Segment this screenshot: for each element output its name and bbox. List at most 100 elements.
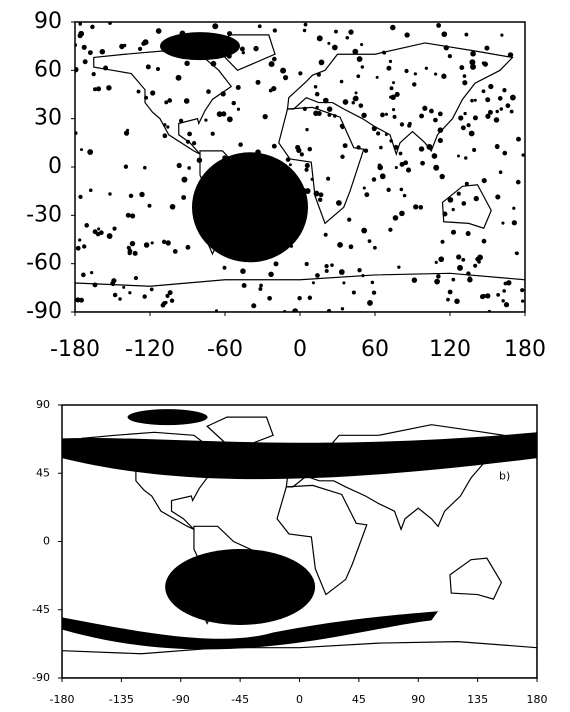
event-dot	[418, 205, 424, 210]
event-dot	[81, 44, 87, 50]
event-dot	[78, 194, 83, 199]
event-dot	[391, 107, 396, 112]
event-dot	[352, 95, 359, 102]
event-dot	[399, 122, 405, 127]
event-dot	[238, 142, 243, 147]
event-dot	[333, 114, 337, 118]
event-dot	[210, 60, 217, 67]
event-dot	[334, 29, 338, 34]
event-dot	[155, 67, 160, 72]
event-dot	[440, 239, 445, 244]
event-dot	[515, 251, 519, 256]
event-dot	[235, 85, 241, 91]
event-dot	[509, 109, 514, 114]
event-dot	[370, 280, 375, 285]
event-dot	[345, 35, 350, 40]
event-dot	[439, 173, 445, 180]
y-tick-label: 60	[34, 57, 62, 82]
event-dot	[371, 290, 377, 295]
x-tick-label: -180	[50, 337, 100, 362]
event-dot	[187, 166, 191, 170]
event-dot	[226, 116, 233, 123]
event-dot	[362, 186, 366, 190]
dense-region	[160, 32, 240, 61]
y-tick-label: 30	[34, 106, 62, 131]
event-dot	[164, 300, 168, 305]
event-dot	[221, 111, 227, 117]
event-dot	[447, 197, 454, 203]
event-dot	[119, 43, 125, 50]
event-dot	[75, 66, 79, 73]
event-dot	[502, 88, 507, 93]
x-tick-label: -135	[109, 693, 134, 706]
event-dot	[392, 215, 399, 221]
event-dot	[252, 189, 256, 193]
event-dot	[497, 96, 503, 101]
event-dot	[386, 65, 392, 71]
event-dot	[226, 53, 232, 59]
event-dot	[136, 89, 141, 94]
event-dot	[165, 293, 170, 298]
event-dot	[502, 289, 506, 293]
event-dot	[488, 83, 494, 90]
event-dot	[340, 154, 345, 159]
event-dot	[87, 50, 93, 56]
event-dot	[402, 193, 407, 198]
event-dot	[420, 160, 425, 166]
event-dot	[461, 257, 466, 262]
event-dot	[463, 111, 467, 116]
event-dot	[230, 218, 234, 222]
event-dot	[436, 274, 441, 279]
event-dot	[487, 109, 493, 115]
event-dot	[75, 297, 81, 303]
event-dot	[447, 54, 452, 59]
coastline	[206, 416, 274, 452]
event-dot	[318, 59, 325, 66]
event-dot	[259, 283, 263, 288]
event-dot	[399, 187, 404, 192]
event-dot	[331, 44, 338, 51]
event-dot	[390, 94, 396, 100]
event-dot	[110, 281, 116, 287]
event-dot	[473, 195, 479, 202]
event-dot	[112, 292, 118, 298]
event-dot	[276, 165, 283, 171]
event-dot	[379, 145, 383, 150]
event-dot	[185, 139, 191, 144]
event-dot	[323, 97, 329, 104]
event-dot	[95, 231, 101, 237]
event-dot	[324, 268, 329, 273]
event-dot	[144, 95, 149, 100]
event-dot	[212, 23, 219, 30]
event-dot	[302, 28, 307, 33]
event-dot	[456, 154, 460, 158]
event-dot	[441, 31, 448, 38]
event-dot	[241, 202, 245, 206]
event-dot	[457, 264, 463, 271]
southern-band	[62, 611, 439, 650]
event-dot	[337, 242, 343, 248]
event-dot	[496, 293, 500, 297]
event-dot	[404, 32, 410, 38]
event-dot	[81, 272, 86, 278]
event-dot	[470, 50, 476, 57]
y-tick-label: 45	[36, 466, 50, 479]
event-dot	[176, 162, 182, 169]
event-dot	[384, 133, 388, 137]
event-dot	[304, 261, 309, 267]
y-tick-label: 0	[43, 535, 50, 548]
event-dot	[326, 106, 333, 112]
anomaly-region	[165, 549, 316, 625]
event-dot	[379, 173, 386, 180]
event-dot	[268, 61, 275, 68]
event-dot	[90, 270, 94, 275]
event-dot	[304, 188, 311, 194]
y-tick-label: 0	[48, 154, 62, 179]
event-dot	[437, 111, 443, 117]
coastline	[441, 184, 492, 229]
event-dot	[516, 136, 521, 142]
event-dot	[389, 139, 393, 143]
event-dot	[357, 267, 362, 273]
event-dot	[139, 191, 145, 198]
event-dot	[187, 132, 192, 137]
